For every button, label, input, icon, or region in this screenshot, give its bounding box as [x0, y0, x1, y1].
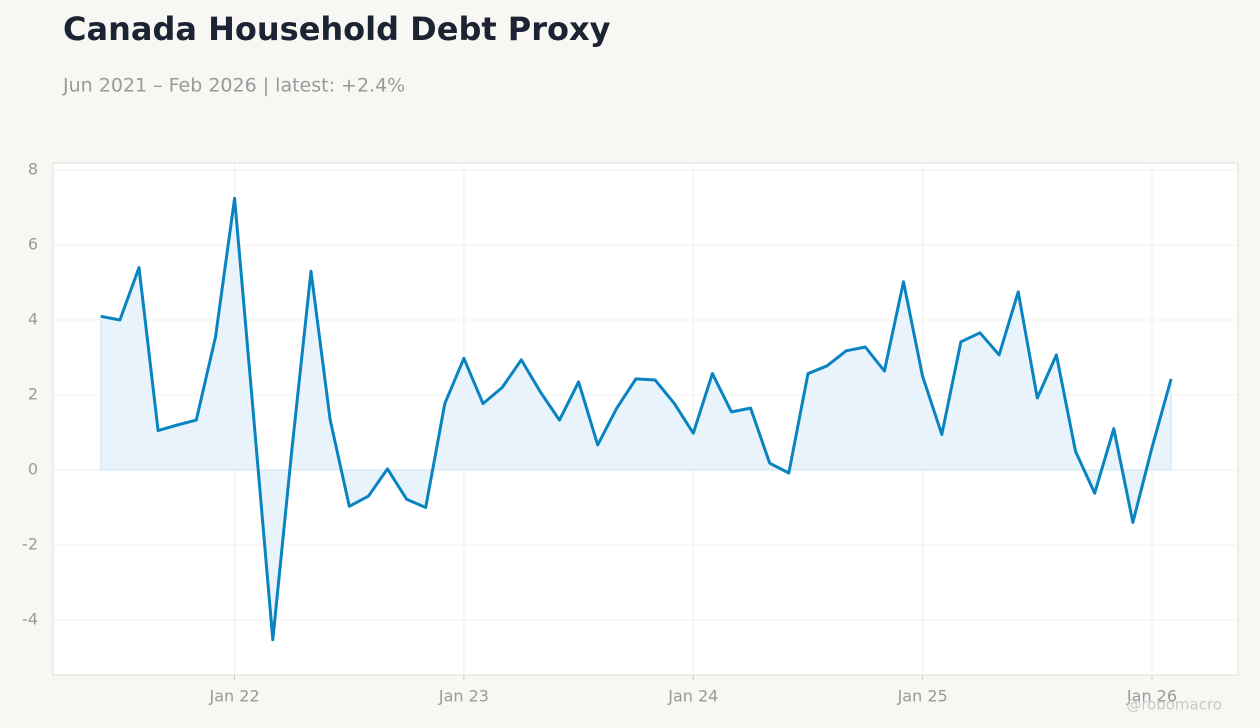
chart-title: Canada Household Debt Proxy: [63, 10, 611, 48]
y-tick-label: 4: [28, 310, 38, 329]
chart-subtitle: Jun 2021 – Feb 2026 | latest: +2.4%: [62, 75, 405, 97]
y-tick-label: 6: [28, 235, 38, 254]
line: [100, 196, 1173, 642]
x-tick-label: Jan 26: [1126, 687, 1177, 706]
x-tick-label: Jan 22: [209, 687, 260, 706]
y-tick-label: 2: [28, 385, 38, 404]
x-tick-label: Jan 24: [667, 687, 718, 706]
y-tick-label: -2: [22, 534, 38, 553]
y-tick-label: 8: [28, 160, 38, 179]
x-tick-label: Jan 25: [897, 687, 948, 706]
x-tick-label: Jan 23: [438, 687, 489, 706]
y-tick-label: 0: [28, 459, 38, 478]
y-tick-label: -4: [22, 609, 38, 628]
watermark: @robomacro: [1126, 696, 1222, 714]
